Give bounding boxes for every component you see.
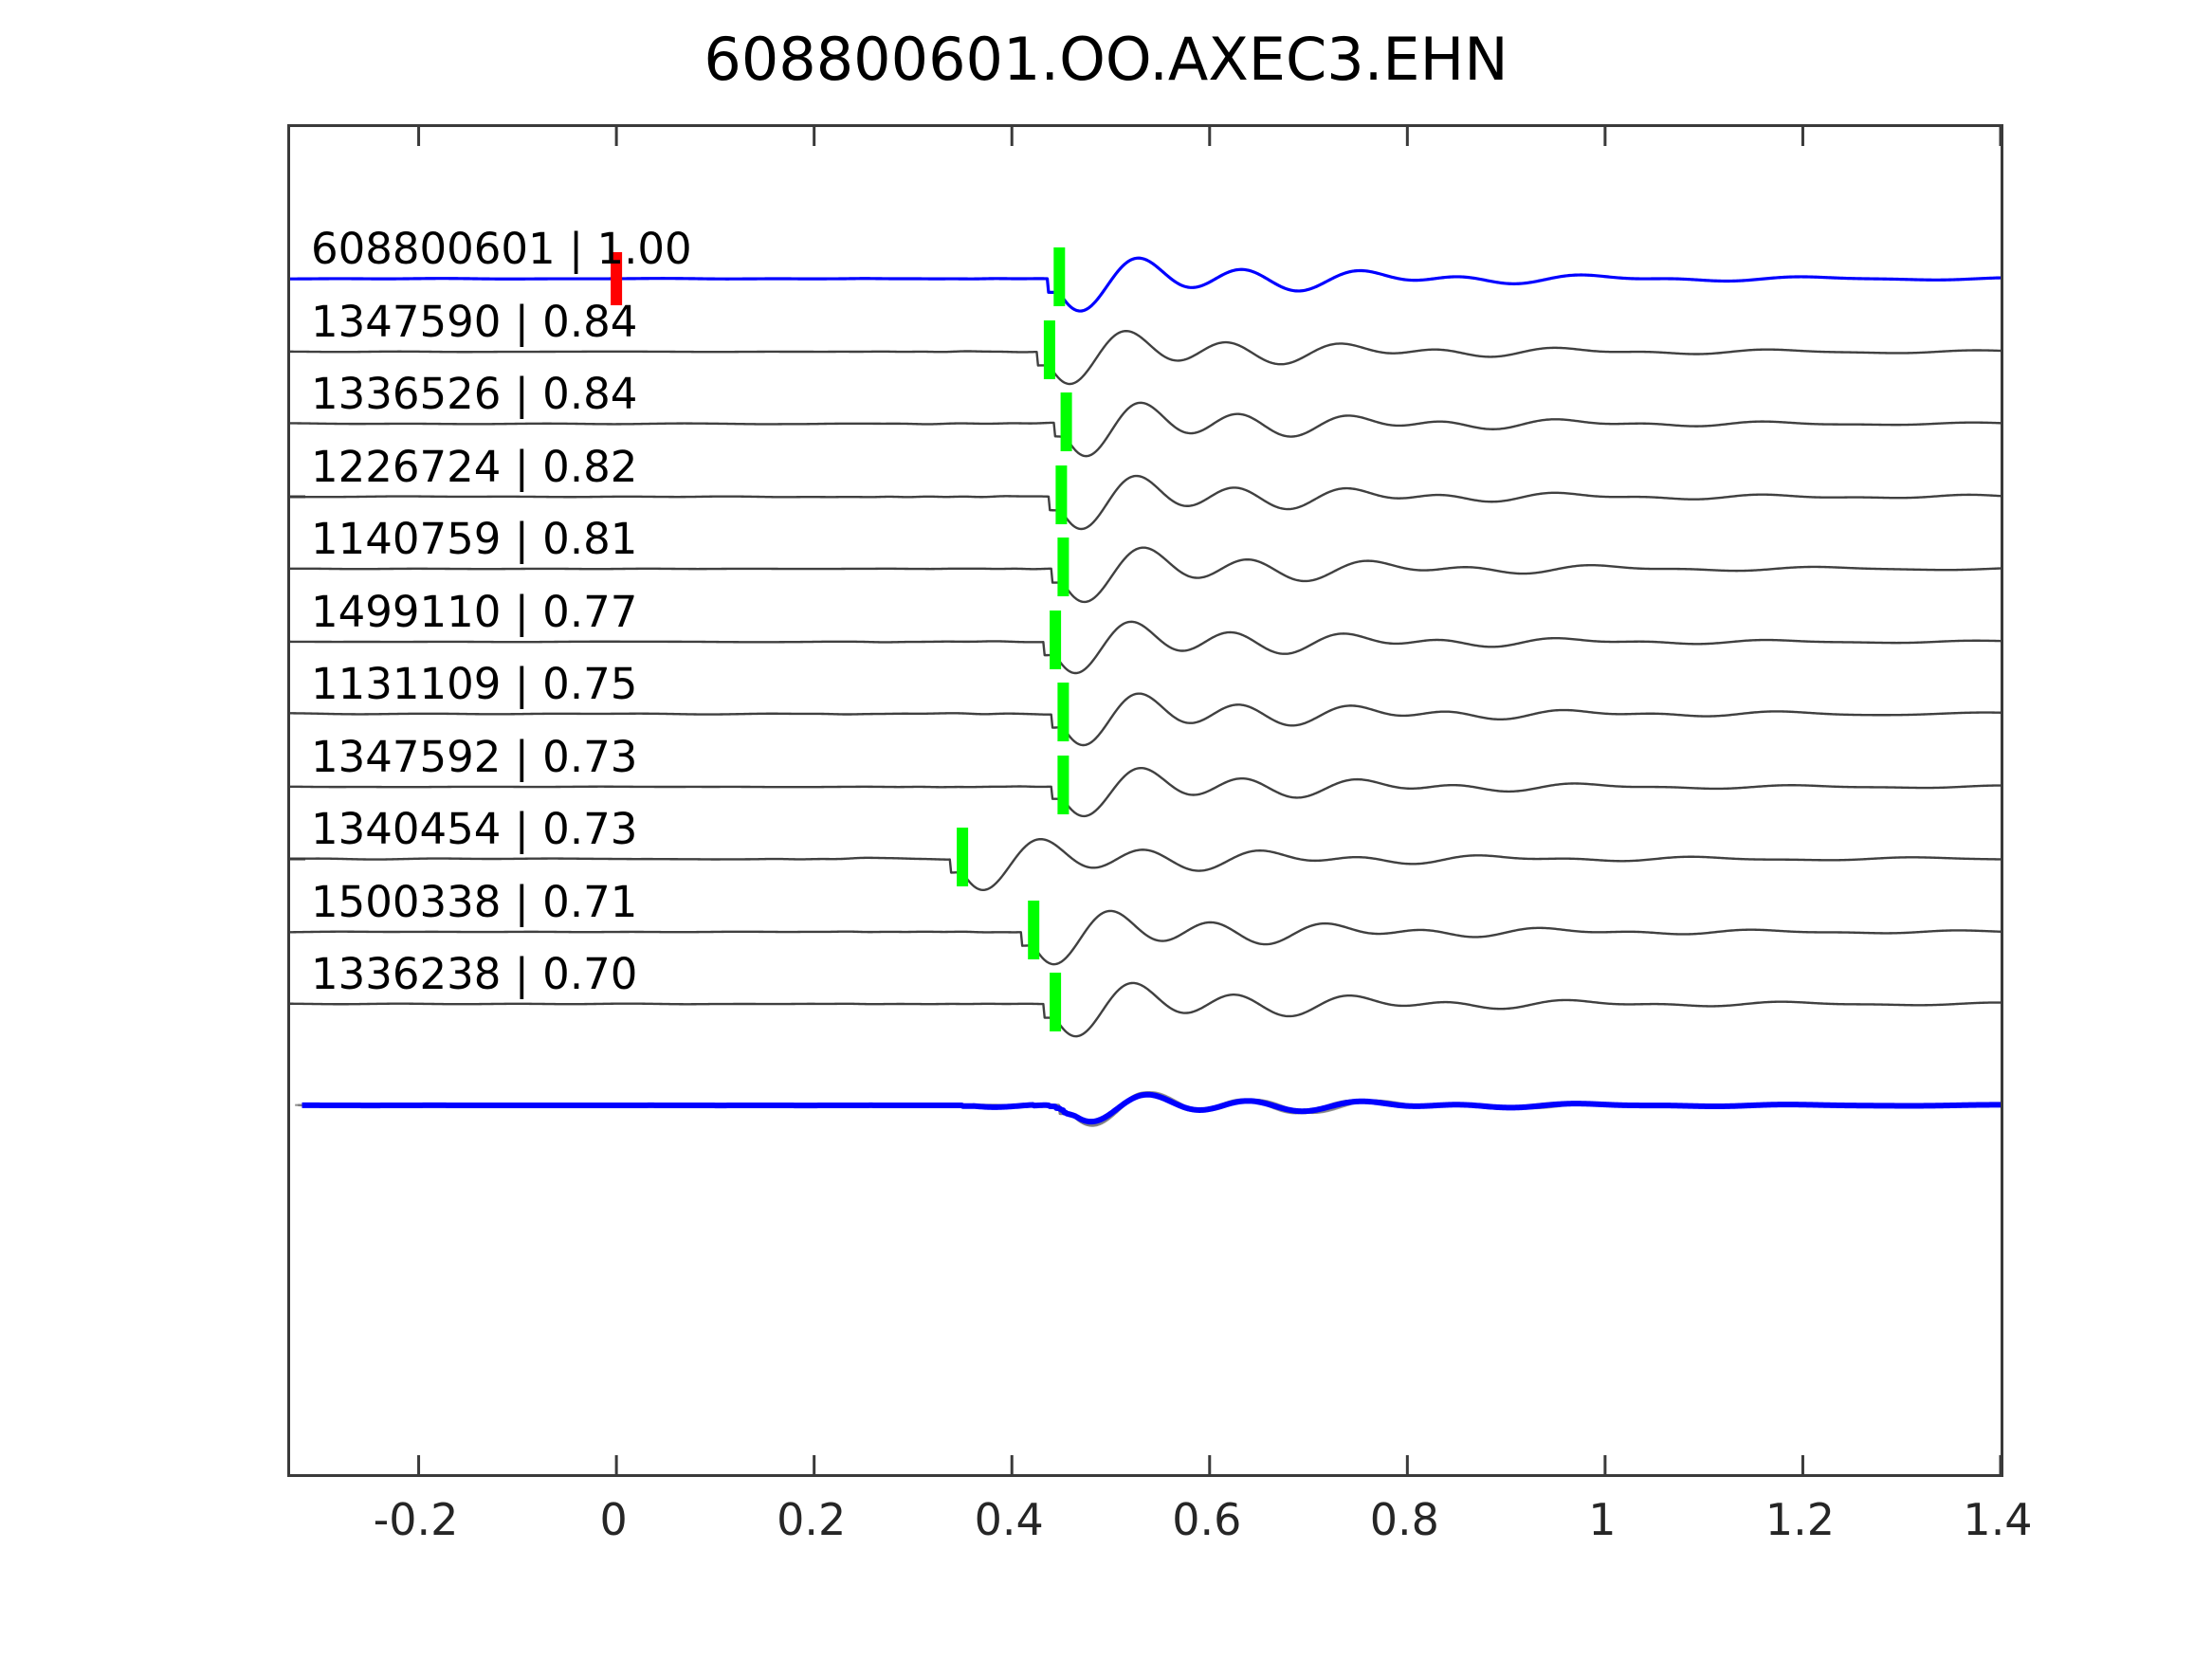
x-axis-tick-labels: -0.2 0 0.2 0.4 0.6 0.8 1 1.2 1.4	[0, 1494, 2212, 1560]
waveform-trace	[290, 401, 2001, 458]
x-tick-label: 0	[599, 1494, 628, 1545]
traces-group	[290, 256, 2001, 1127]
stacked-trace	[298, 1091, 2001, 1126]
phase-pick-marker	[1043, 320, 1055, 379]
phase-pick-marker	[1057, 538, 1069, 596]
phase-pick-marker	[1057, 683, 1069, 741]
phase-pick-marker	[1055, 465, 1068, 524]
waveform-canvas	[290, 127, 2001, 1474]
phase-pick-marker	[1050, 973, 1062, 1031]
x-tick-label: 0.2	[777, 1494, 847, 1545]
x-tick-label: 0.4	[974, 1494, 1044, 1545]
x-tick-label: -0.2	[373, 1494, 459, 1545]
x-tick-label: 1.4	[1963, 1494, 2033, 1545]
waveform-trace	[290, 766, 2001, 818]
waveform-trace	[290, 546, 2001, 604]
waveform-trace	[290, 838, 2001, 892]
waveform-trace	[290, 692, 2001, 747]
x-tick-label: 1	[1588, 1494, 1617, 1545]
pick-markers-group	[611, 247, 1072, 1031]
waveform-trace	[290, 256, 2001, 313]
axis-ticks-group	[290, 127, 2001, 1474]
waveform-trace	[290, 329, 2001, 386]
phase-pick-marker	[1028, 901, 1040, 959]
page-title: 608800601.OO.AXEC3.EHN	[704, 25, 1508, 94]
waveform-trace	[290, 981, 2001, 1038]
phase-pick-marker	[957, 828, 969, 886]
phase-pick-marker	[1060, 392, 1072, 451]
stack-mean-trace	[300, 1091, 2001, 1125]
x-tick-label: 0.6	[1172, 1494, 1242, 1545]
x-tick-label: 1.2	[1764, 1494, 1836, 1545]
phase-pick-marker	[1057, 756, 1069, 814]
origin-time-marker	[611, 252, 623, 305]
phase-pick-marker	[1053, 247, 1066, 306]
waveform-trace	[290, 909, 2001, 966]
waveform-trace	[290, 620, 2001, 675]
plot-area: 608800601 | 1.00 1347590 | 0.84 1336526 | …	[287, 124, 2003, 1477]
waveform-trace	[290, 474, 2001, 531]
x-tick-label: 0.8	[1369, 1494, 1439, 1545]
phase-pick-marker	[1050, 611, 1062, 669]
stacked-trace	[298, 1092, 2001, 1125]
